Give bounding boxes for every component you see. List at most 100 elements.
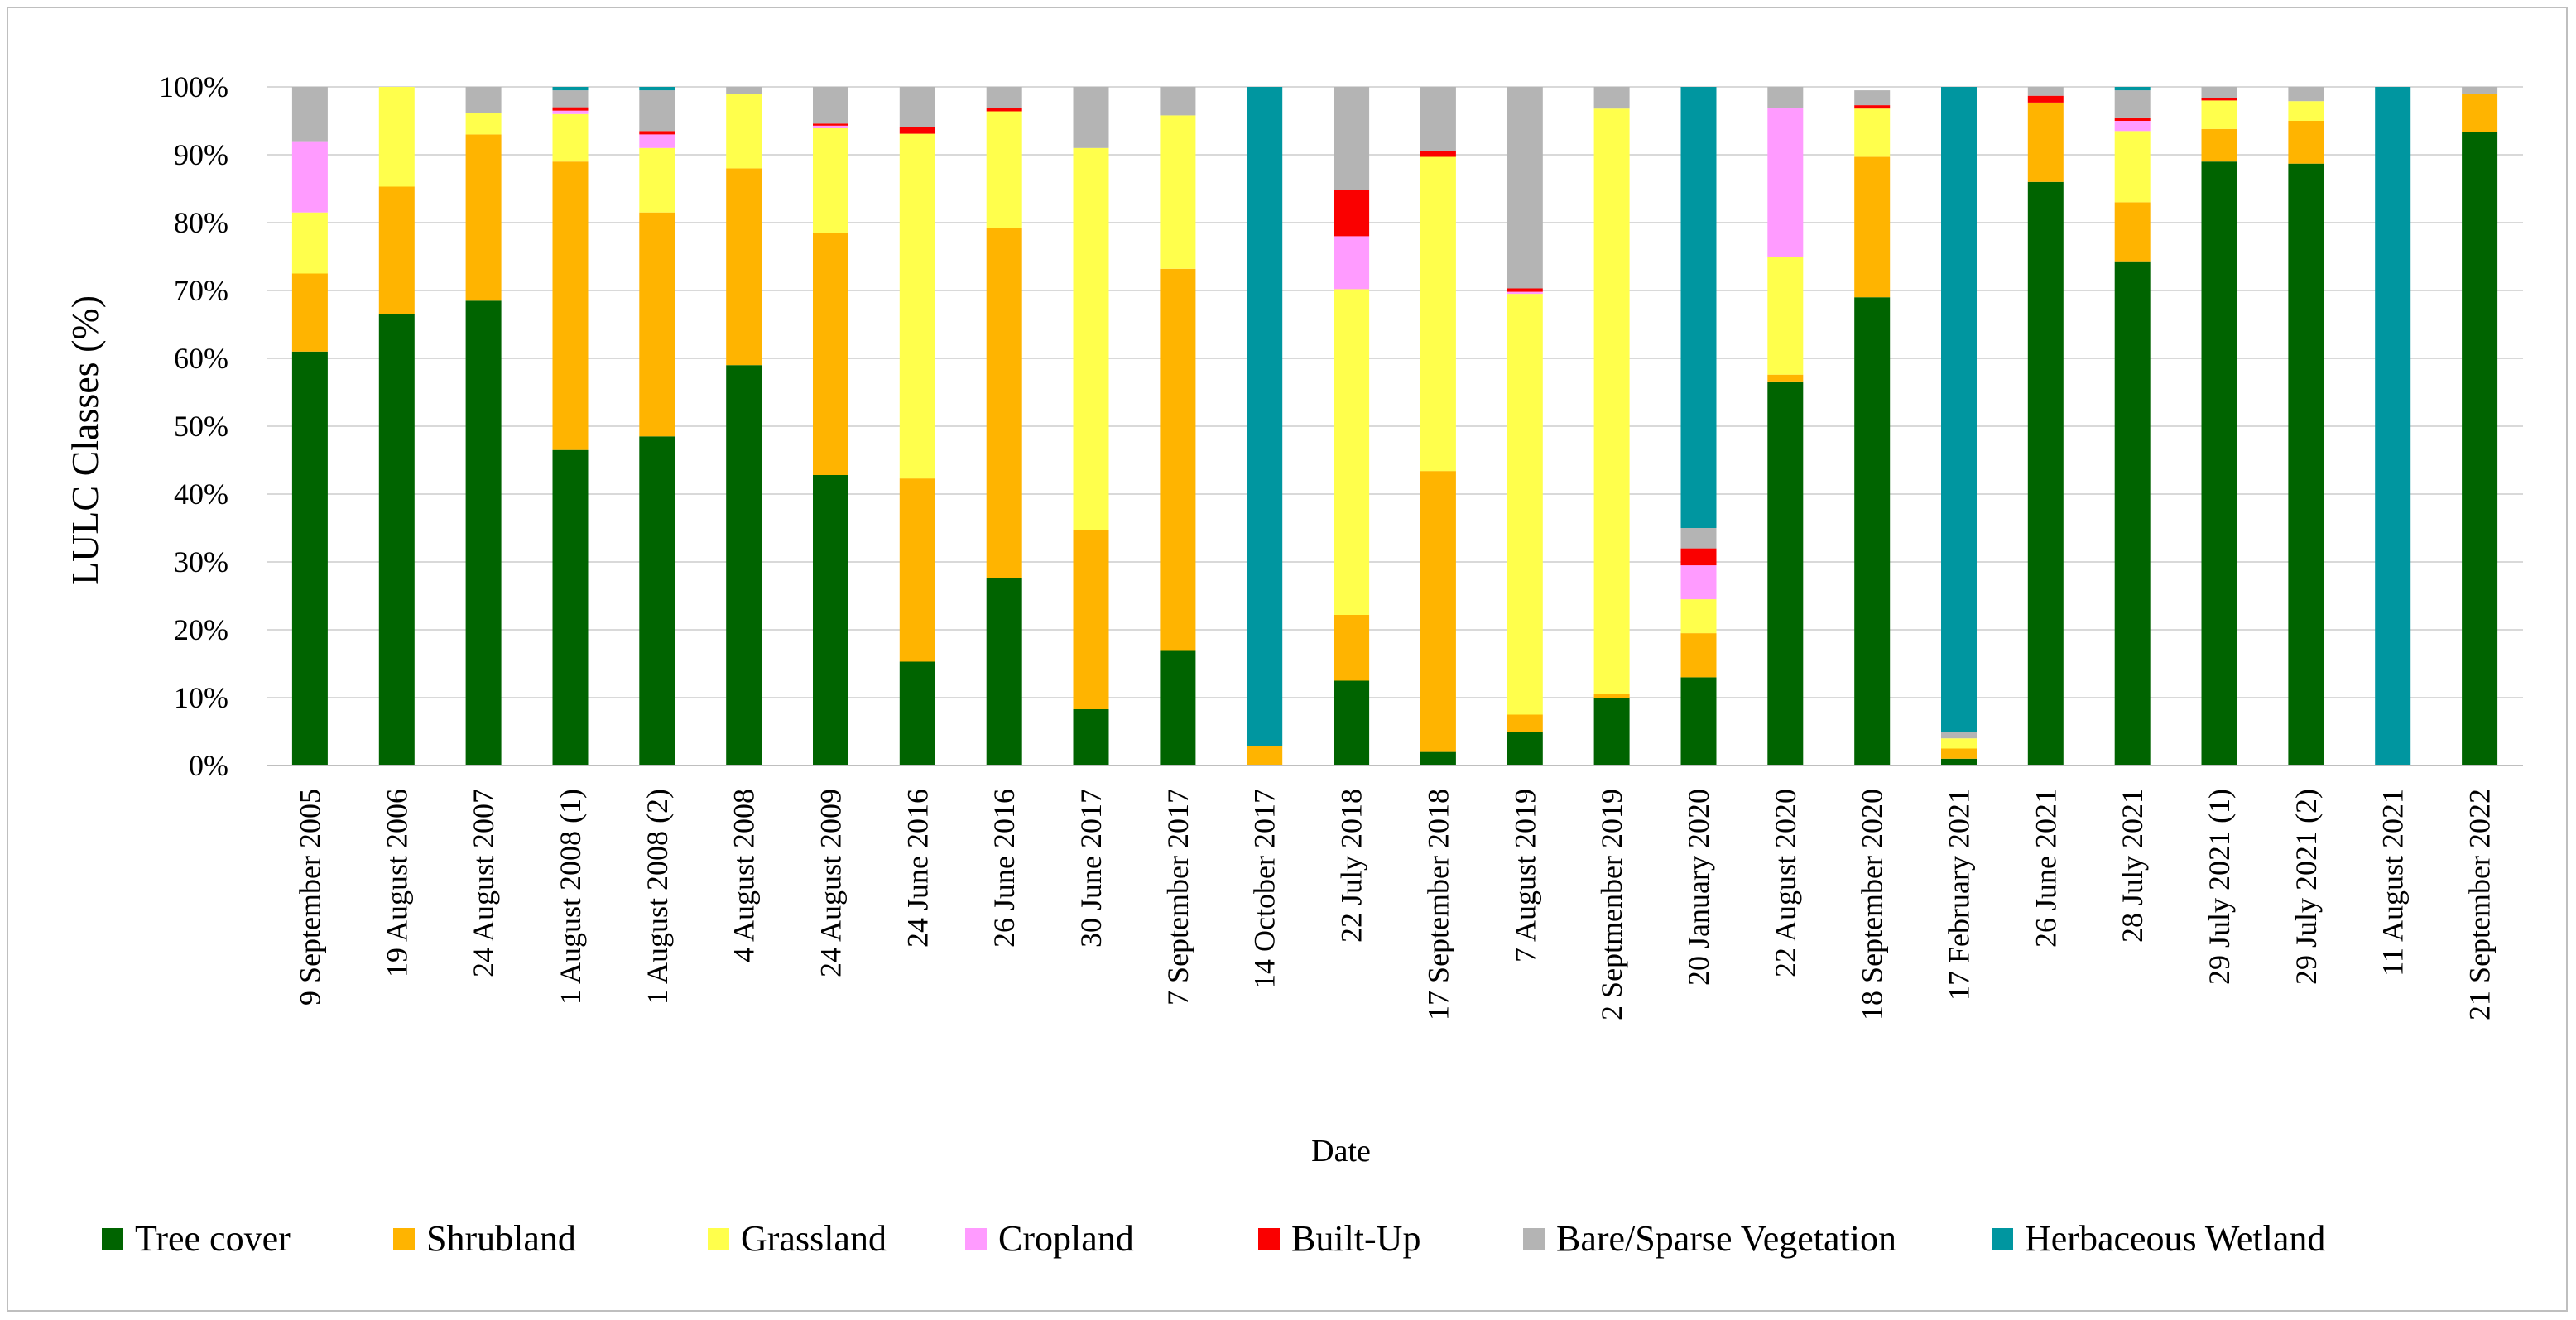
bar-segment-tree-cover [1420,751,1456,766]
bar-segment-shrubland [1593,694,1630,698]
y-tick-label: 80% [174,206,228,239]
bar-segment-shrubland [1507,714,1543,732]
bar-segment-built-up [552,107,589,111]
bar-segment-shrubland [899,478,935,662]
bar-segment-bare-sparse-vegetation [465,87,502,113]
bar-segment-bare-sparse-vegetation [1073,87,1109,148]
bar-segment-cropland [1507,291,1543,295]
x-tick-label: 22 August 2020 [1769,789,1802,977]
bar-segment-built-up [639,131,675,135]
bar-segment-shrubland [1334,615,1370,681]
x-tick-label: 19 August 2006 [380,789,413,977]
y-tick-label: 100% [159,70,228,103]
x-tick-label: 9 September 2005 [293,789,326,1006]
bar-segment-cropland [1680,565,1717,600]
bar-segment-tree-cover [1593,698,1630,766]
x-tick-label: 7 August 2019 [1508,789,1541,962]
bar-segment-shrubland [2114,202,2151,262]
bar-segment-bare-sparse-vegetation [1420,87,1456,151]
legend: Tree cover Shrubland Grassland Cropland Buil… [102,1218,2325,1259]
bar-segment-shrubland [1420,471,1456,752]
bar-segment-shrubland [2288,121,2324,164]
bar-segment-bare-sparse-vegetation [1334,87,1370,190]
bar-segment-grassland [552,113,589,162]
x-tick-label: 26 June 2016 [988,789,1021,948]
bar-segment-shrubland [1854,156,1891,298]
bar-segment-bare-sparse-vegetation [1941,732,1977,739]
bar-segment-shrubland [291,273,328,352]
y-tick-label: 40% [174,478,228,511]
x-tick-label: 29 July 2021 (2) [2290,789,2323,985]
bar-segment-bare-sparse-vegetation [2288,87,2324,102]
bar-segment-grassland [291,212,328,274]
legend-swatch [393,1228,415,1250]
bar-segment-bare-sparse-vegetation [899,87,935,127]
bar-segment-cropland [1334,236,1370,290]
bar-segment-grassland [1420,156,1456,472]
bar-segment-grassland [2114,131,2151,203]
lulc-stacked-bar-chart: 0% 10% 20% 30% 40% 50% 60% 70% 80% 90% 100% 9 Sept… [64,70,2523,1259]
legend-swatch [1992,1228,2013,1250]
bar-segment-grassland [726,94,762,169]
legend-label: Herbaceous Wetland [2025,1218,2325,1259]
bar-segment-bare-sparse-vegetation [2462,87,2498,94]
legend-swatch [708,1228,729,1250]
bar-segment-tree-cover [813,475,848,766]
bar-segment-built-up [899,127,935,134]
bar-segment-grassland [1334,289,1370,615]
bar-segment-tree-cover [1160,650,1196,766]
bar-segment-tree-cover [639,436,675,766]
bar-segment-grassland [2201,100,2237,129]
chart-frame: 0% 10% 20% 30% 40% 50% 60% 70% 80% 90% 100% 9 Sept… [7,7,2568,1312]
bar-segment-herbaceous-wetland [1680,87,1717,528]
bar-segment-shrubland [465,134,502,301]
bar-segment-tree-cover [1073,708,1109,766]
bar-segment-shrubland [2027,102,2064,182]
y-tick-label: 0% [189,749,228,782]
bar-segment-built-up [1854,105,1891,109]
x-tick-label: 4 August 2008 [728,789,761,962]
x-tick-label: 2 Septmenber 2019 [1595,789,1628,1020]
bar-segment-tree-cover [986,578,1022,766]
bar-segment-tree-cover [726,365,762,766]
y-tick-label: 70% [174,274,228,307]
x-axis-title: Date [1311,1134,1371,1169]
bar-segment-bare-sparse-vegetation [986,87,1022,108]
bar-segment-bare-sparse-vegetation [1854,90,1891,106]
x-tick-label: 29 July 2021 (1) [2203,789,2236,985]
bar-segment-shrubland [986,228,1022,578]
legend-label: Built-Up [1291,1218,1420,1259]
bar-segment-tree-cover [1334,680,1370,766]
bar-segment-tree-cover [291,351,328,766]
bar-segment-bare-sparse-vegetation [2027,87,2064,96]
legend-swatch [1258,1228,1280,1250]
bar-segment-shrubland [726,168,762,366]
bar-segment-grassland [465,113,502,135]
x-tick-label: 30 June 2017 [1074,789,1108,948]
bar-segment-bare-sparse-vegetation [726,87,762,94]
x-tick-label: 24 August 2009 [815,789,848,977]
bar-segment-bare-sparse-vegetation [1593,87,1630,109]
bar-segment-grassland [1073,147,1109,530]
bar-segment-tree-cover [465,300,502,766]
bar-segment-tree-cover [899,661,935,766]
bar-segment-built-up [1334,190,1370,237]
legend-label: Shrubland [426,1218,576,1259]
x-tick-label: 1 August 2008 (2) [641,789,674,1005]
bar-segment-herbaceous-wetland [552,87,589,91]
bar-segment-bare-sparse-vegetation [1767,87,1804,108]
bar-segment-tree-cover [2288,163,2324,766]
bar-segment-grassland [1507,294,1543,715]
bar-segment-shrubland [378,186,415,314]
bar-segment-shrubland [1247,746,1283,766]
bar-segment-herbaceous-wetland [639,87,675,91]
x-tick-label: 11 August 2021 [2377,789,2410,977]
bar-segment-bare-sparse-vegetation [639,90,675,132]
bar-segment-tree-cover [2462,132,2498,766]
bar-segment-grassland [378,87,415,187]
y-axis-title: LULC Classes (%) [64,295,106,585]
bar-segment-tree-cover [1767,381,1804,766]
bar-segment-grassland [1767,257,1804,375]
bar-segment-built-up [813,123,848,126]
x-tick-label: 7 September 2017 [1161,789,1194,1006]
